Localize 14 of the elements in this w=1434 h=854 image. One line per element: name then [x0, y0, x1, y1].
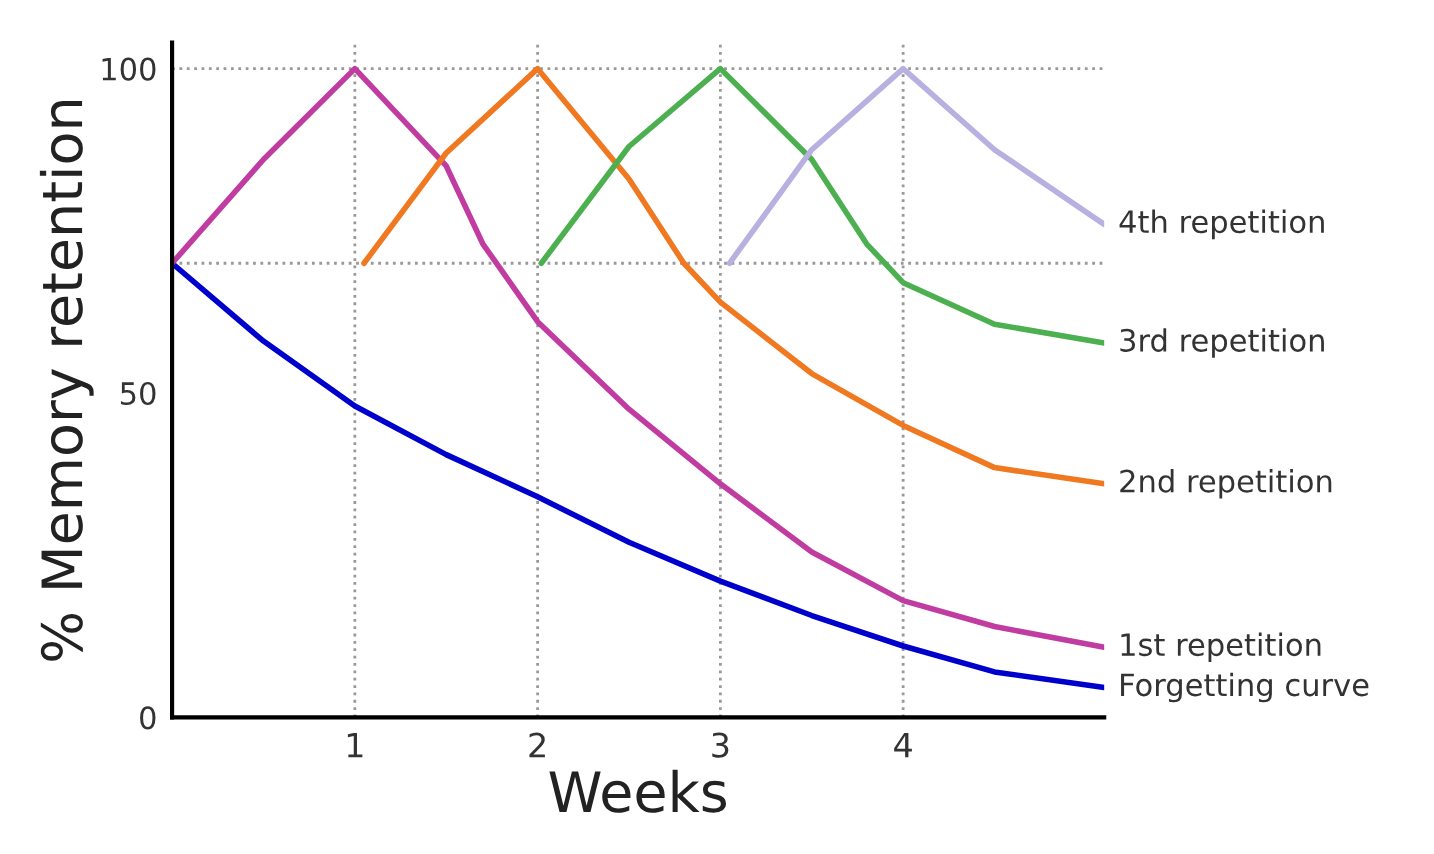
y-tick-label: 0 — [140, 706, 156, 730]
series-label: 3rd repetition — [1120, 328, 1324, 358]
x-axis-title: Weeks — [549, 769, 726, 813]
x-tick-label: 1 — [347, 732, 363, 758]
x-tick-label: 4 — [894, 732, 912, 758]
y-axis-title: % Memory retention — [39, 101, 94, 661]
series-label: Forgetting curve — [1121, 672, 1369, 703]
series-label: 4th repetition — [1119, 209, 1324, 240]
series-label: 2nd repetition — [1120, 469, 1332, 499]
x-tick-label: 2 — [529, 732, 545, 758]
y-tick-label: 100 — [102, 57, 156, 81]
y-tick-label: 50 — [120, 381, 156, 406]
x-tick-label: 3 — [712, 732, 729, 758]
series-label: 1st repetition — [1121, 632, 1321, 663]
